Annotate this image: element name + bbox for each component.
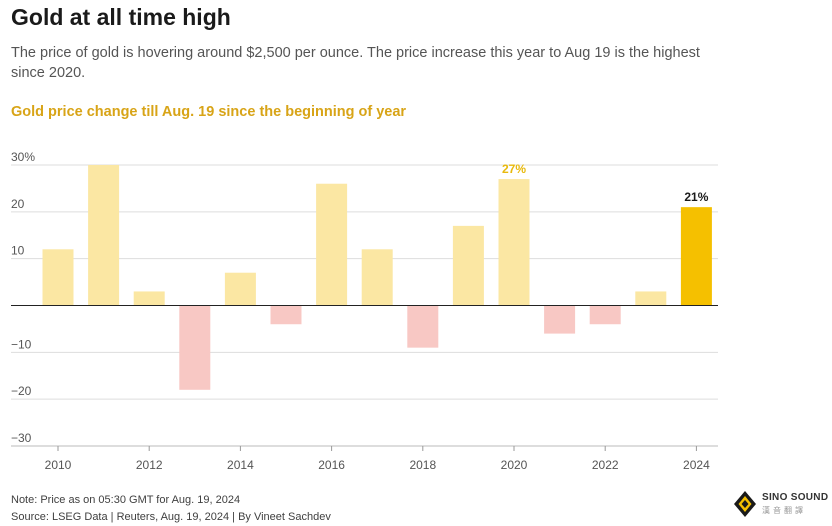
source-line: Source: LSEG Data | Reuters, Aug. 19, 20… xyxy=(11,511,331,523)
brand-logo: SINO SOUND 漢音翻譯 xyxy=(732,489,828,521)
x-tick-label: 2010 xyxy=(45,458,72,472)
y-tick-label: 10 xyxy=(11,244,25,258)
x-tick-label: 2012 xyxy=(136,458,163,472)
bar-2012 xyxy=(133,291,165,306)
bar-2013 xyxy=(179,305,211,390)
footnote: Note: Price as on 05:30 GMT for Aug. 19,… xyxy=(11,494,241,506)
x-tick-label: 2016 xyxy=(318,458,345,472)
y-tick-label: 30% xyxy=(11,150,35,164)
y-tick-label: −10 xyxy=(11,337,32,351)
chart-subtitle: The price of gold is hovering around $2,… xyxy=(11,45,700,81)
bar-chart: −30 −20 −10 10 20 30% 2010 2012 2014 2016 2018 2020… xyxy=(11,150,718,472)
data-label-2024: 21% xyxy=(684,190,708,204)
bar-2015 xyxy=(270,305,302,325)
data-label-2020: 27% xyxy=(502,162,526,176)
diamond-logo-icon xyxy=(734,491,756,517)
bar-2018 xyxy=(407,305,439,348)
logo-subtext: 漢音翻譯 xyxy=(762,506,806,515)
x-tick-label: 2022 xyxy=(592,458,619,472)
bar-2017 xyxy=(361,249,393,306)
x-tick-label: 2014 xyxy=(227,458,254,472)
bar-2022 xyxy=(589,305,621,325)
x-tick-label: 2018 xyxy=(409,458,436,472)
y-tick-label: −30 xyxy=(11,431,32,445)
chart-heading: Gold at all time high xyxy=(11,4,231,30)
bar-2011 xyxy=(88,165,120,306)
logo-name: SINO SOUND xyxy=(762,492,829,503)
bar-2024 xyxy=(680,207,712,306)
x-tick-label: 2020 xyxy=(501,458,528,472)
bar-2023 xyxy=(635,291,667,306)
bar-2021 xyxy=(544,305,576,334)
y-tick-label: −20 xyxy=(11,384,32,398)
bar-2010 xyxy=(42,249,74,306)
chart-title: Gold price change till Aug. 19 since the… xyxy=(11,104,407,120)
bar-2019 xyxy=(452,225,484,306)
x-tick-label: 2024 xyxy=(683,458,710,472)
bar-2020 xyxy=(498,179,530,306)
bar-2014 xyxy=(224,272,256,306)
bar-2016 xyxy=(316,183,348,306)
y-tick-label: 20 xyxy=(11,197,25,211)
